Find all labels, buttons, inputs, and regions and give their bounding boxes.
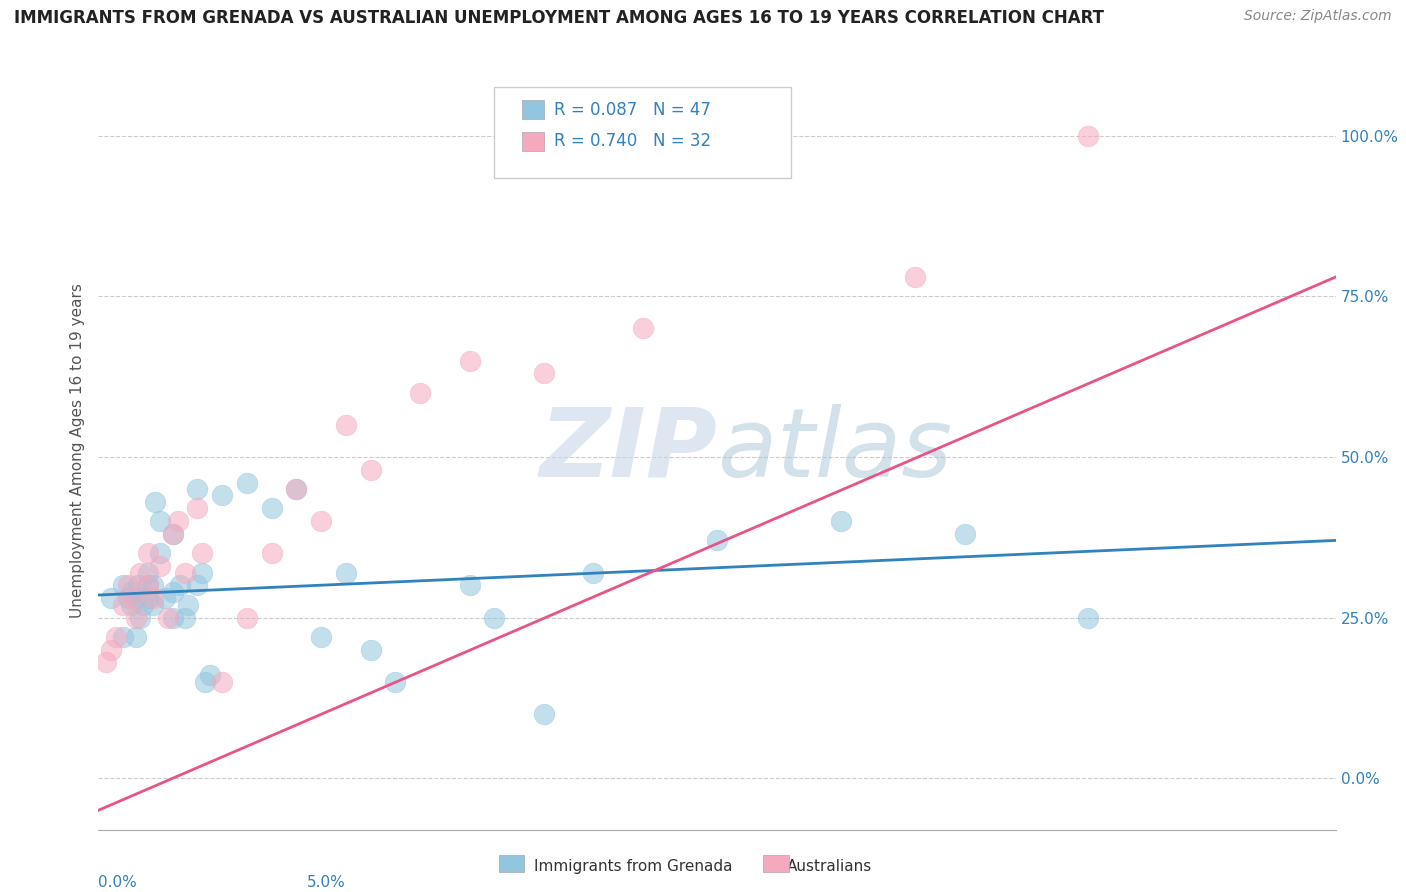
- Point: [706, 533, 728, 548]
- Bar: [522, 100, 544, 120]
- Text: Australians: Australians: [787, 859, 873, 874]
- Point: [335, 417, 357, 432]
- Point: [186, 482, 208, 496]
- Point: [117, 591, 139, 606]
- Point: [191, 566, 214, 580]
- Point: [132, 598, 155, 612]
- Point: [124, 610, 146, 624]
- Text: 5.0%: 5.0%: [307, 875, 346, 890]
- Point: [198, 668, 221, 682]
- Text: 0.0%: 0.0%: [98, 875, 138, 890]
- Point: [904, 270, 927, 285]
- Point: [122, 591, 145, 606]
- Point: [149, 514, 172, 528]
- Point: [260, 546, 283, 560]
- Point: [112, 578, 135, 592]
- Point: [174, 566, 197, 580]
- Point: [360, 463, 382, 477]
- Point: [162, 584, 184, 599]
- Point: [236, 475, 259, 490]
- Point: [582, 566, 605, 580]
- Point: [484, 610, 506, 624]
- Point: [162, 527, 184, 541]
- Point: [1077, 128, 1099, 143]
- Point: [124, 630, 146, 644]
- Point: [236, 610, 259, 624]
- Point: [129, 566, 152, 580]
- Point: [94, 656, 117, 670]
- Point: [136, 566, 159, 580]
- Text: Source: ZipAtlas.com: Source: ZipAtlas.com: [1244, 9, 1392, 23]
- Point: [260, 501, 283, 516]
- Point: [112, 598, 135, 612]
- Point: [194, 674, 217, 689]
- Point: [100, 591, 122, 606]
- Point: [162, 610, 184, 624]
- Point: [136, 591, 159, 606]
- Point: [186, 578, 208, 592]
- Text: Immigrants from Grenada: Immigrants from Grenada: [534, 859, 733, 874]
- Point: [1077, 610, 1099, 624]
- Point: [191, 546, 214, 560]
- FancyBboxPatch shape: [495, 87, 792, 178]
- Point: [156, 610, 179, 624]
- Point: [533, 706, 555, 721]
- Text: R = 0.740   N = 32: R = 0.740 N = 32: [554, 132, 711, 151]
- Point: [136, 546, 159, 560]
- Point: [211, 488, 233, 502]
- Point: [120, 598, 142, 612]
- Text: ZIP: ZIP: [538, 404, 717, 497]
- Point: [169, 578, 191, 592]
- Point: [176, 598, 198, 612]
- Point: [309, 630, 332, 644]
- Point: [458, 353, 481, 368]
- Point: [731, 128, 754, 143]
- Point: [211, 674, 233, 689]
- Bar: [522, 132, 544, 151]
- Point: [409, 385, 432, 400]
- Point: [166, 514, 188, 528]
- Point: [953, 527, 976, 541]
- Y-axis label: Unemployment Among Ages 16 to 19 years: Unemployment Among Ages 16 to 19 years: [69, 283, 84, 618]
- Point: [285, 482, 308, 496]
- Point: [285, 482, 308, 496]
- Point: [458, 578, 481, 592]
- Point: [142, 578, 165, 592]
- Point: [142, 591, 165, 606]
- Point: [384, 674, 406, 689]
- Point: [155, 591, 177, 606]
- Point: [117, 578, 139, 592]
- Point: [104, 630, 127, 644]
- Point: [149, 546, 172, 560]
- Point: [830, 514, 852, 528]
- Point: [112, 630, 135, 644]
- Point: [142, 598, 165, 612]
- Point: [100, 642, 122, 657]
- Point: [174, 610, 197, 624]
- Point: [186, 501, 208, 516]
- Point: [533, 367, 555, 381]
- Point: [120, 584, 142, 599]
- Text: atlas: atlas: [717, 404, 952, 497]
- Point: [335, 566, 357, 580]
- Point: [129, 610, 152, 624]
- Point: [149, 559, 172, 574]
- Point: [162, 527, 184, 541]
- Point: [309, 514, 332, 528]
- Point: [124, 591, 146, 606]
- Point: [136, 578, 159, 592]
- Point: [136, 578, 159, 592]
- Point: [143, 495, 166, 509]
- Point: [631, 321, 654, 335]
- Text: IMMIGRANTS FROM GRENADA VS AUSTRALIAN UNEMPLOYMENT AMONG AGES 16 TO 19 YEARS COR: IMMIGRANTS FROM GRENADA VS AUSTRALIAN UN…: [14, 9, 1104, 27]
- Point: [127, 578, 149, 592]
- Point: [360, 642, 382, 657]
- Text: R = 0.087   N = 47: R = 0.087 N = 47: [554, 101, 710, 119]
